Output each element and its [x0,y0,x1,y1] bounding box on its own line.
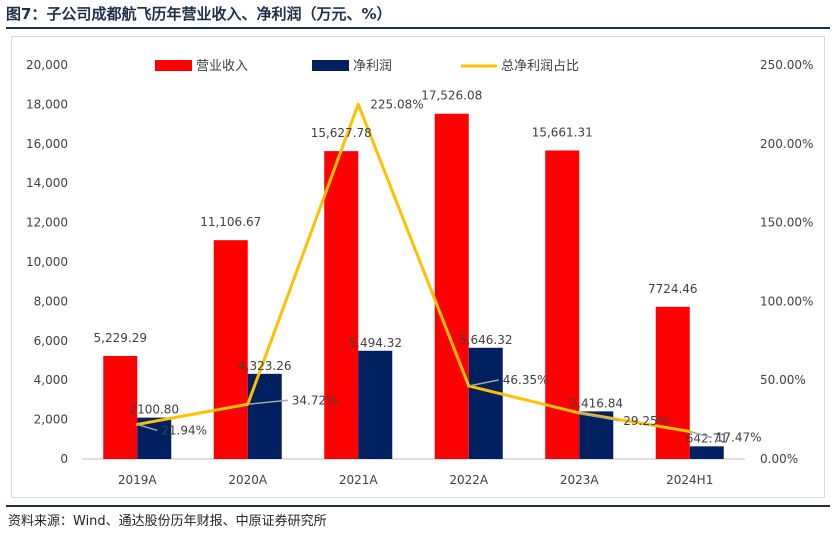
revenue-data-label: 17,526.08 [421,89,482,103]
left-axis-tick-label: 16,000 [26,137,68,151]
ratio-label-leader-line [689,430,712,439]
left-axis-tick-label: 4,000 [34,373,68,387]
revenue-data-label: 5,229.29 [94,331,147,345]
title-rule [6,27,830,29]
right-axis-tick-label: 0.00% [760,452,798,466]
left-axis-tick-label: 0 [60,452,68,466]
left-axis-tick-label: 18,000 [26,97,68,111]
net-profit-data-label: 2100.80 [129,403,179,417]
left-axis-tick-label: 14,000 [26,176,68,190]
revenue-data-label: 7724.46 [648,282,698,296]
left-axis-tick-label: 8,000 [34,294,68,308]
left-axis-tick-label: 12,000 [26,216,68,230]
net-profit-ratio-point [356,102,360,106]
net-profit-ratio-data-label: 21.94% [161,423,207,437]
left-axis-tick-label: 10,000 [26,255,68,269]
x-axis-tick-label: 2019A [118,473,158,487]
ratio-label-leader-line [579,412,620,422]
revenue-bar [213,240,248,459]
legend-net-profit-label: 净利润 [353,59,392,74]
net-profit-data-label: 5,494.32 [349,336,402,350]
net-profit-data-label: 4,323.26 [238,359,291,373]
legend-net-profit-swatch [312,60,349,71]
right-axis-tick-label: 250.00% [760,58,813,72]
net-profit-ratio-data-label: 17.47% [716,430,762,444]
source-note: 资料来源：Wind、通达股份历年财报、中原证券研究所 [8,514,327,529]
net-profit-bar [468,347,503,459]
revenue-bar [655,306,690,459]
left-axis-tick-label: 20,000 [26,58,68,72]
x-axis-tick-label: 2020A [228,473,268,487]
ratio-label-leader-line [468,379,499,387]
net-profit-ratio-data-label: 225.08% [370,97,423,111]
right-axis-tick-label: 200.00% [760,137,813,151]
net-profit-data-label: 2,416.84 [570,396,623,410]
chart-frame [11,36,825,498]
revenue-bar [103,355,138,459]
net-profit-bar [358,350,393,459]
legend-ratio-label: 总净利润占比 [501,59,579,74]
legend-revenue-swatch [155,60,192,71]
figure-title: 图7：子公司成都航飞历年营业收入、净利润（万元、%） [6,5,392,23]
net-profit-ratio-data-label: 29.25% [623,414,669,428]
revenue-bar [434,113,469,460]
net-profit-ratio-data-label: 46.35% [503,373,549,387]
net-profit-bar [689,446,724,459]
right-axis-tick-label: 50.00% [760,373,806,387]
right-axis-tick-label: 100.00% [760,294,813,308]
x-axis-tick-label: 2022A [449,473,489,487]
legend-revenue-label: 营业收入 [196,59,248,74]
net-profit-ratio-data-label: 34.72% [292,393,338,407]
revenue-data-label: 15,627.78 [311,126,372,140]
revenue-data-label: 15,661.31 [532,125,593,139]
source-rule [6,505,830,507]
right-axis-tick-label: 150.00% [760,216,813,230]
x-axis-tick-label: 2024H1 [666,473,713,487]
net-profit-data-label: 642.71 [686,431,728,445]
revenue-data-label: 11,106.67 [200,215,261,229]
left-axis-tick-label: 6,000 [34,334,68,348]
net-profit-data-label: 5,646.32 [459,333,512,347]
left-axis-tick-label: 2,000 [34,413,68,427]
ratio-label-leader-line [137,423,158,432]
ratio-label-leader-line [247,399,288,406]
x-axis-tick-label: 2023A [560,473,600,487]
revenue-bar [324,151,359,459]
x-axis-tick-label: 2021A [339,473,379,487]
